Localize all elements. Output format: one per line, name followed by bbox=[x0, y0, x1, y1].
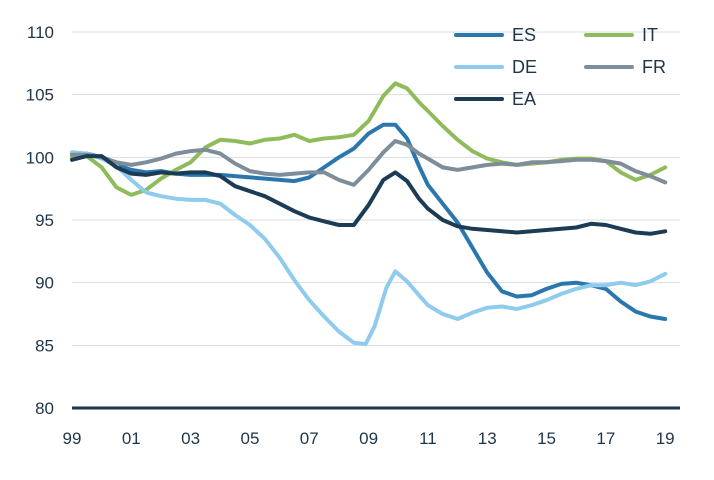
x-tick-label: 13 bbox=[478, 429, 497, 448]
legend-label-ea: EA bbox=[512, 89, 536, 109]
y-tick-label: 80 bbox=[35, 399, 54, 418]
y-tick-label: 105 bbox=[26, 86, 54, 105]
x-tick-label: 05 bbox=[240, 429, 259, 448]
x-tick-label: 09 bbox=[359, 429, 378, 448]
x-tick-label: 01 bbox=[122, 429, 141, 448]
x-tick-label: 11 bbox=[419, 429, 437, 448]
legend-label-de: DE bbox=[512, 57, 537, 77]
legend-label-it: IT bbox=[642, 25, 658, 45]
x-tick-label: 19 bbox=[656, 429, 675, 448]
y-tick-label: 90 bbox=[35, 274, 54, 293]
x-axis-ticks: 99 01 03 05 07 09 11 13 15 17 19 bbox=[63, 429, 675, 448]
y-tick-label: 100 bbox=[26, 148, 54, 167]
series-line-it bbox=[70, 81, 668, 197]
gridlines bbox=[72, 31, 680, 410]
x-tick-label: 17 bbox=[596, 429, 615, 448]
x-tick-label: 07 bbox=[300, 429, 319, 448]
x-tick-label: 15 bbox=[537, 429, 556, 448]
y-tick-label: 85 bbox=[35, 336, 54, 355]
legend-label-fr: FR bbox=[642, 57, 666, 77]
y-tick-label: 95 bbox=[35, 211, 54, 230]
y-axis-ticks: 80 85 90 95 100 105 110 bbox=[26, 23, 54, 418]
y-tick-label: 110 bbox=[27, 23, 54, 42]
series-lines bbox=[70, 81, 668, 347]
series-line-fr bbox=[70, 139, 668, 187]
series-line-ea bbox=[70, 154, 668, 236]
legend-label-es: ES bbox=[512, 25, 536, 45]
legend: ES IT DE FR EA bbox=[454, 25, 666, 109]
x-tick-label: 99 bbox=[63, 429, 82, 448]
series-line-de bbox=[70, 150, 668, 347]
x-tick-label: 03 bbox=[181, 429, 200, 448]
